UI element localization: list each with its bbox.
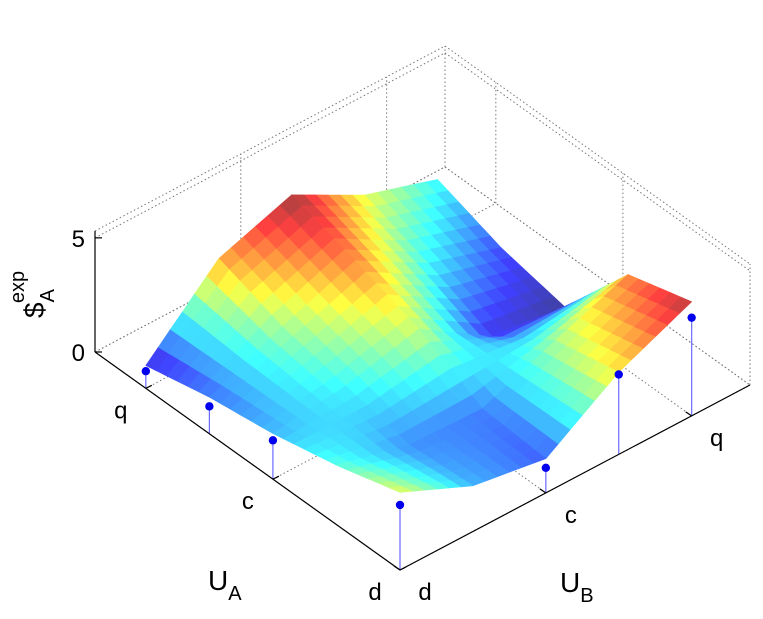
stem-point [687, 313, 696, 322]
stem-point [395, 500, 405, 510]
z-tick-label: 5 [72, 226, 85, 253]
surface-patch [388, 486, 414, 493]
x-axis-label-main: U [208, 565, 228, 596]
z-axis-label-main: $ [19, 302, 50, 318]
y-tick-label: q [710, 425, 723, 452]
y-axis-label-sub: B [580, 585, 593, 607]
x-tick [399, 566, 407, 571]
y-tick [539, 488, 547, 494]
z-axis-label-sub: A [37, 288, 59, 302]
stem-point [205, 402, 214, 411]
y-tick [393, 565, 401, 571]
stem-point [541, 463, 551, 473]
x-axis-label: UA [208, 565, 242, 605]
x-axis-label-sub: A [228, 583, 242, 605]
grid-line [444, 52, 751, 272]
axes: d c q d c q 0 5 [72, 226, 751, 606]
y-tick [685, 411, 692, 417]
x-tick-label: c [242, 488, 254, 515]
x-tick [272, 475, 280, 480]
x-tick-label: q [114, 397, 127, 424]
plot-area [141, 179, 696, 570]
z-tick-label: 0 [72, 340, 85, 367]
y-tick-label: c [565, 502, 577, 529]
y-axis-label-main: U [560, 567, 580, 598]
y-axis-label: UB [560, 567, 594, 607]
box-edge [444, 45, 751, 265]
stem-point [141, 367, 151, 376]
z-axis-label-sup: exp [7, 271, 29, 303]
stem-point [268, 436, 278, 445]
x-tick-label: d [368, 579, 381, 606]
stem-point [614, 370, 623, 379]
z-axis-label: $Aexp [7, 271, 59, 318]
x-tick [145, 384, 153, 389]
y-tick-label: d [418, 579, 431, 606]
grid-line [444, 166, 751, 386]
